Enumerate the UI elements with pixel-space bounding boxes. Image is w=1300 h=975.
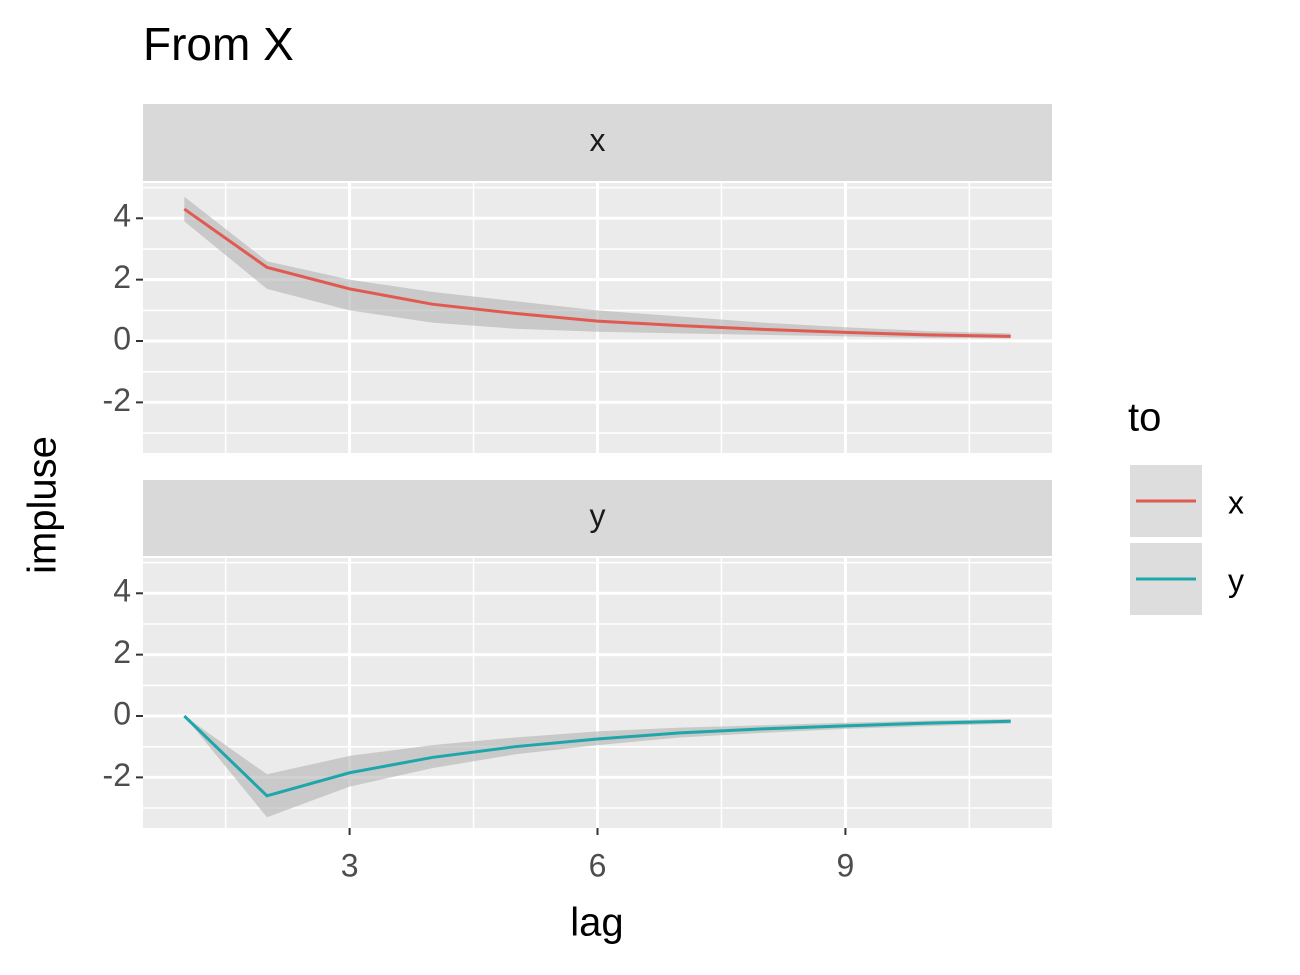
- x-tick-label: 3: [341, 847, 359, 883]
- strip-label: y: [590, 497, 606, 533]
- chart-title: From X: [143, 18, 294, 70]
- confidence-band: [184, 196, 1011, 339]
- strip: [143, 480, 1052, 556]
- y-tick-label: 4: [113, 573, 131, 609]
- x-tick-label: 9: [837, 847, 855, 883]
- strip-label: x: [590, 122, 606, 158]
- y-tick-label: 2: [113, 634, 131, 670]
- line: [183, 207, 1011, 338]
- line: [183, 714, 1011, 798]
- y-tick-label: 0: [113, 320, 131, 356]
- legend-label: x: [1228, 484, 1244, 520]
- y-axis-label: impluse: [21, 436, 65, 574]
- legend-label: y: [1228, 562, 1244, 598]
- y-tick-label: -2: [103, 757, 131, 793]
- y-tick-label: 2: [113, 259, 131, 295]
- y-tick-label: 0: [113, 695, 131, 731]
- confidence-band: [184, 716, 1011, 818]
- x-axis-label: lag: [570, 901, 623, 945]
- strip: [143, 104, 1052, 181]
- legend-title: to: [1128, 396, 1161, 440]
- y-tick-label: -2: [103, 382, 131, 418]
- x-tick-label: 6: [589, 847, 607, 883]
- y-tick-label: 4: [113, 198, 131, 234]
